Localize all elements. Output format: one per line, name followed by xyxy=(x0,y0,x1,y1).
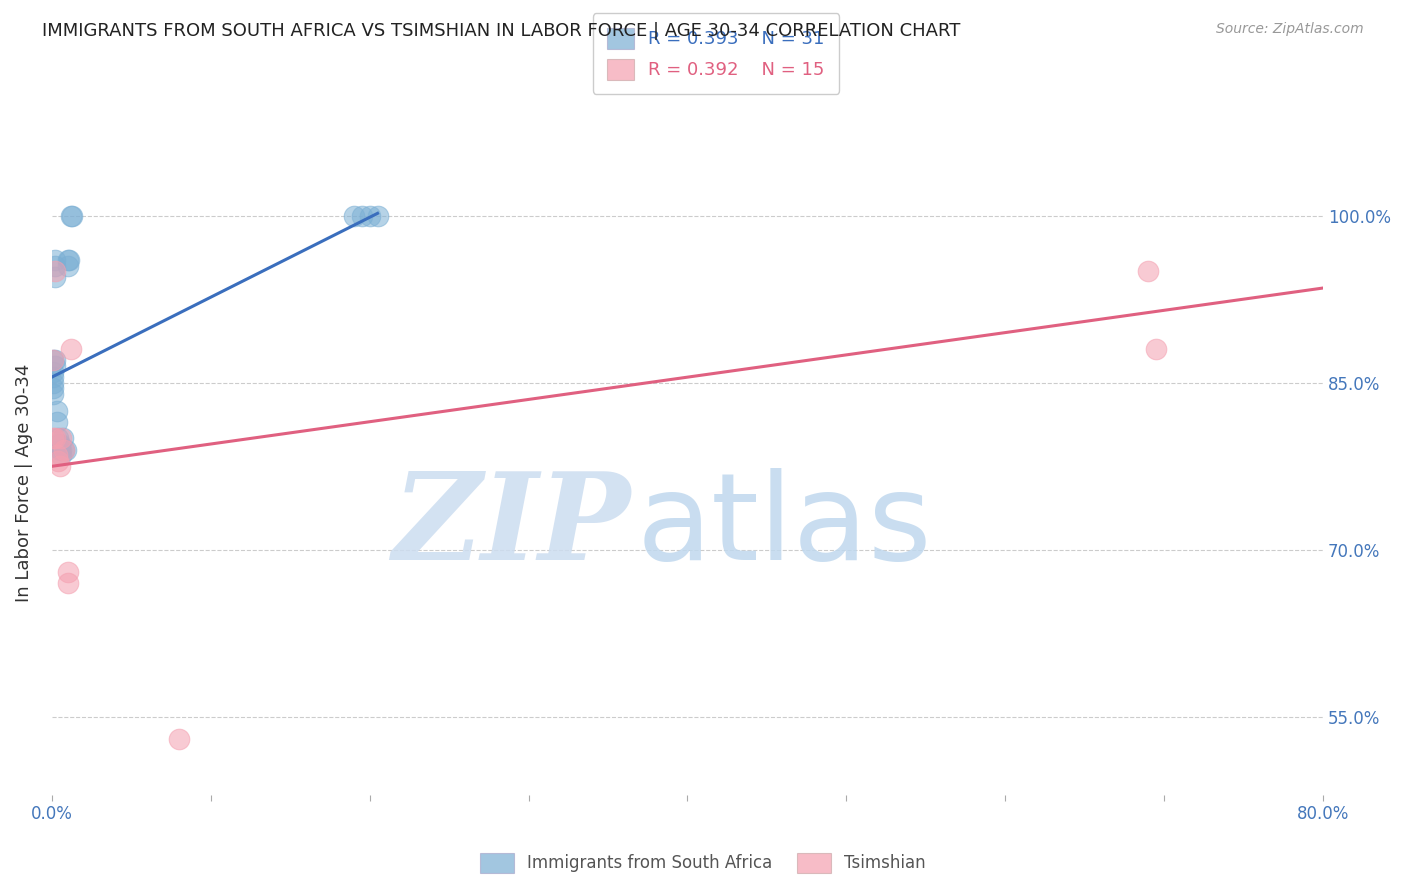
Text: Source: ZipAtlas.com: Source: ZipAtlas.com xyxy=(1216,22,1364,37)
Point xyxy=(44,432,66,446)
Point xyxy=(53,442,76,457)
Point xyxy=(52,432,75,446)
Point xyxy=(42,376,65,390)
Point xyxy=(367,209,389,223)
Point xyxy=(45,415,67,429)
Point xyxy=(56,253,79,268)
Point xyxy=(53,442,76,457)
Point xyxy=(42,432,65,446)
Point xyxy=(42,370,65,384)
Point xyxy=(42,381,65,395)
Point xyxy=(42,353,65,368)
Point xyxy=(48,459,70,474)
Point xyxy=(45,403,67,417)
Point xyxy=(359,209,381,223)
Point xyxy=(167,732,190,747)
Point xyxy=(45,448,67,462)
Point xyxy=(56,259,79,273)
Point xyxy=(46,454,69,468)
Point xyxy=(46,437,69,451)
Point xyxy=(51,448,73,462)
Point xyxy=(56,576,79,591)
Text: IMMIGRANTS FROM SOUTH AFRICA VS TSIMSHIAN IN LABOR FORCE | AGE 30-34 CORRELATION: IMMIGRANTS FROM SOUTH AFRICA VS TSIMSHIA… xyxy=(42,22,960,40)
Point xyxy=(51,442,73,457)
Y-axis label: In Labor Force | Age 30-34: In Labor Force | Age 30-34 xyxy=(15,364,32,602)
Legend: Immigrants from South Africa, Tsimshian: Immigrants from South Africa, Tsimshian xyxy=(474,847,932,880)
Point xyxy=(350,209,373,223)
Point xyxy=(59,343,82,357)
Point xyxy=(56,565,79,579)
Point xyxy=(55,442,77,457)
Text: ZIP: ZIP xyxy=(392,467,630,586)
Point xyxy=(59,209,82,223)
Point xyxy=(44,253,66,268)
Point xyxy=(42,365,65,379)
Point xyxy=(46,432,69,446)
Point xyxy=(42,387,65,401)
Legend: R = 0.393    N = 31, R = 0.392    N = 15: R = 0.393 N = 31, R = 0.392 N = 15 xyxy=(592,13,839,94)
Point xyxy=(1144,343,1167,357)
Point xyxy=(62,209,84,223)
Point xyxy=(42,353,65,368)
Point xyxy=(48,442,70,457)
Point xyxy=(58,253,80,268)
Point xyxy=(44,264,66,278)
Point xyxy=(44,353,66,368)
Point xyxy=(44,359,66,373)
Point xyxy=(51,432,73,446)
Point xyxy=(44,259,66,273)
Point xyxy=(48,437,70,451)
Point xyxy=(343,209,366,223)
Text: atlas: atlas xyxy=(637,468,932,585)
Point xyxy=(1137,264,1160,278)
Point xyxy=(44,269,66,284)
